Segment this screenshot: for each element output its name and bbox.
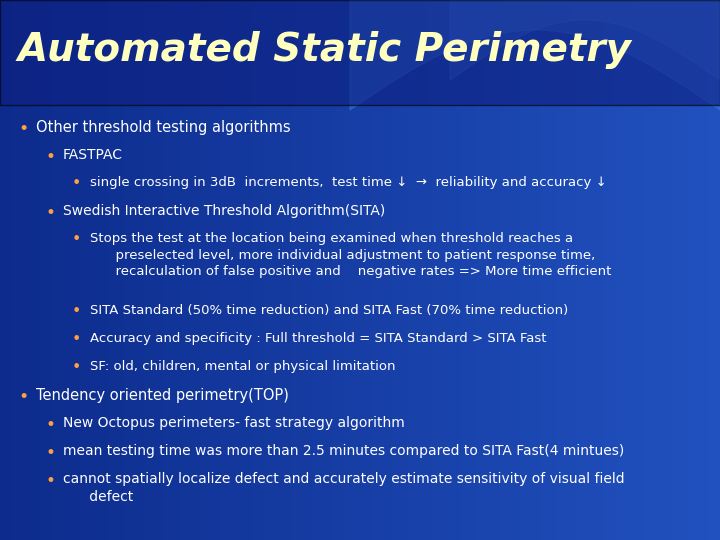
Text: Tendency oriented perimetry(TOP): Tendency oriented perimetry(TOP) [36, 388, 289, 403]
Text: •: • [45, 416, 55, 434]
Text: SF: old, children, mental or physical limitation: SF: old, children, mental or physical li… [90, 360, 395, 373]
Polygon shape [350, 0, 720, 110]
Text: Automated Static Perimetry: Automated Static Perimetry [18, 31, 632, 69]
Text: Swedish Interactive Threshold Algorithm(SITA): Swedish Interactive Threshold Algorithm(… [63, 204, 385, 218]
Text: •: • [18, 120, 28, 138]
Text: •: • [72, 176, 81, 191]
Text: Other threshold testing algorithms: Other threshold testing algorithms [36, 120, 291, 135]
Text: •: • [45, 204, 55, 222]
Polygon shape [450, 0, 720, 80]
Text: •: • [72, 304, 81, 319]
Text: FASTPAC: FASTPAC [63, 148, 123, 162]
Text: •: • [45, 444, 55, 462]
Text: New Octopus perimeters- fast strategy algorithm: New Octopus perimeters- fast strategy al… [63, 416, 405, 430]
Text: Accuracy and specificity : Full threshold = SITA Standard > SITA Fast: Accuracy and specificity : Full threshol… [90, 332, 546, 345]
Text: •: • [18, 388, 28, 406]
Text: cannot spatially localize defect and accurately estimate sensitivity of visual f: cannot spatially localize defect and acc… [63, 472, 625, 504]
Text: •: • [72, 332, 81, 347]
Text: Stops the test at the location being examined when threshold reaches a
      pre: Stops the test at the location being exa… [90, 232, 611, 278]
Text: •: • [45, 148, 55, 166]
Text: single crossing in 3dB  increments,  test time ↓  →  reliability and accuracy ↓: single crossing in 3dB increments, test … [90, 176, 607, 189]
Text: •: • [72, 360, 81, 375]
Text: •: • [72, 232, 81, 247]
Text: •: • [45, 472, 55, 490]
FancyBboxPatch shape [0, 0, 720, 105]
Text: mean testing time was more than 2.5 minutes compared to SITA Fast(4 mintues): mean testing time was more than 2.5 minu… [63, 444, 624, 458]
Text: SITA Standard (50% time reduction) and SITA Fast (70% time reduction): SITA Standard (50% time reduction) and S… [90, 304, 568, 317]
